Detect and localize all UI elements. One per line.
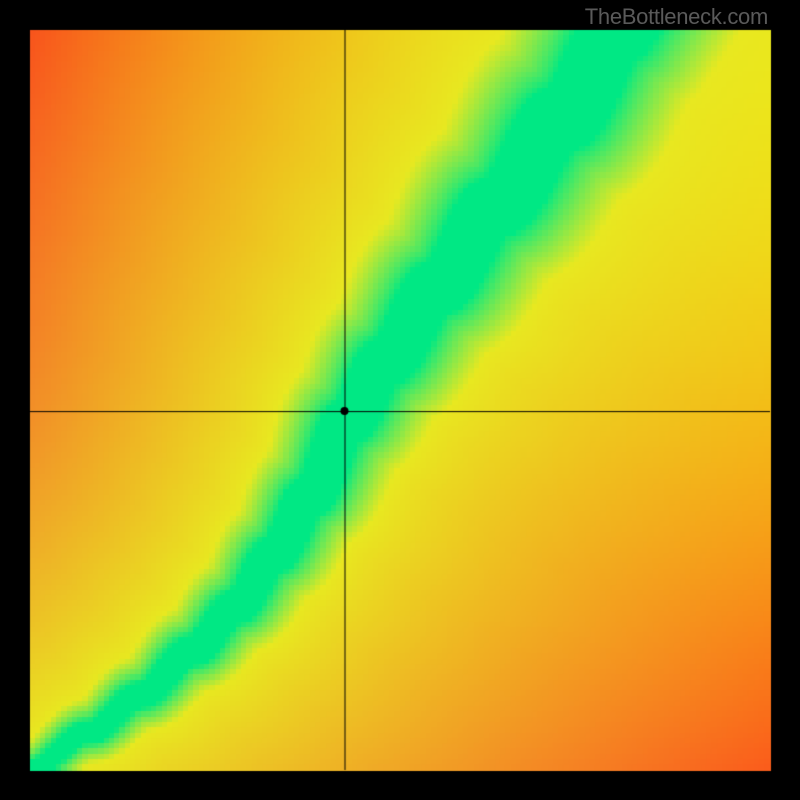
bottleneck-heatmap [0, 0, 800, 800]
watermark-text: TheBottleneck.com [585, 4, 768, 30]
